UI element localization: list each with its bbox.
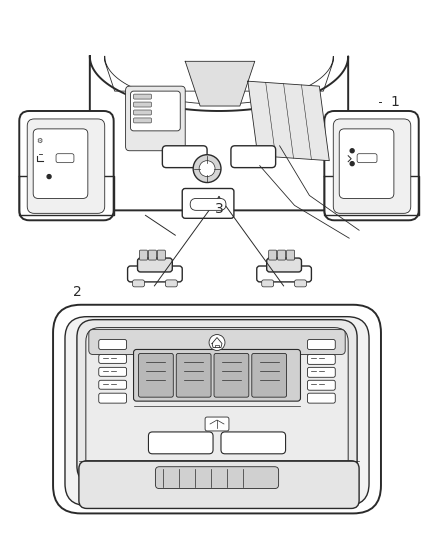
Text: 1: 1 bbox=[391, 95, 400, 109]
FancyBboxPatch shape bbox=[324, 111, 419, 220]
Circle shape bbox=[209, 335, 225, 351]
Polygon shape bbox=[19, 175, 114, 215]
FancyBboxPatch shape bbox=[182, 189, 234, 219]
FancyBboxPatch shape bbox=[127, 266, 182, 282]
Circle shape bbox=[47, 175, 51, 179]
FancyBboxPatch shape bbox=[131, 91, 180, 131]
FancyBboxPatch shape bbox=[79, 461, 359, 508]
Text: 2: 2 bbox=[73, 285, 82, 299]
FancyBboxPatch shape bbox=[140, 250, 148, 260]
FancyBboxPatch shape bbox=[134, 350, 300, 401]
FancyBboxPatch shape bbox=[307, 393, 335, 403]
FancyBboxPatch shape bbox=[307, 380, 335, 390]
FancyBboxPatch shape bbox=[205, 417, 229, 431]
FancyBboxPatch shape bbox=[27, 119, 105, 213]
FancyBboxPatch shape bbox=[99, 340, 127, 350]
FancyBboxPatch shape bbox=[56, 154, 74, 163]
FancyBboxPatch shape bbox=[99, 367, 127, 376]
FancyBboxPatch shape bbox=[134, 118, 152, 123]
FancyBboxPatch shape bbox=[138, 353, 173, 397]
FancyBboxPatch shape bbox=[307, 340, 335, 350]
FancyBboxPatch shape bbox=[221, 432, 286, 454]
FancyBboxPatch shape bbox=[267, 258, 301, 272]
FancyBboxPatch shape bbox=[157, 250, 165, 260]
FancyBboxPatch shape bbox=[214, 353, 249, 397]
FancyBboxPatch shape bbox=[89, 329, 345, 354]
FancyBboxPatch shape bbox=[33, 129, 88, 198]
FancyBboxPatch shape bbox=[53, 305, 381, 513]
FancyBboxPatch shape bbox=[357, 154, 377, 163]
Circle shape bbox=[350, 161, 354, 166]
FancyBboxPatch shape bbox=[134, 94, 152, 99]
FancyBboxPatch shape bbox=[176, 353, 211, 397]
FancyBboxPatch shape bbox=[134, 102, 152, 107]
FancyBboxPatch shape bbox=[99, 380, 127, 389]
FancyBboxPatch shape bbox=[86, 328, 348, 479]
FancyBboxPatch shape bbox=[99, 393, 127, 403]
FancyBboxPatch shape bbox=[19, 111, 114, 220]
FancyBboxPatch shape bbox=[155, 467, 279, 489]
FancyBboxPatch shape bbox=[307, 354, 335, 365]
FancyBboxPatch shape bbox=[339, 129, 394, 198]
FancyBboxPatch shape bbox=[262, 280, 274, 287]
FancyBboxPatch shape bbox=[138, 258, 172, 272]
Circle shape bbox=[350, 149, 354, 153]
FancyBboxPatch shape bbox=[257, 266, 311, 282]
FancyBboxPatch shape bbox=[252, 353, 286, 397]
FancyBboxPatch shape bbox=[268, 250, 277, 260]
FancyBboxPatch shape bbox=[278, 250, 286, 260]
FancyBboxPatch shape bbox=[134, 110, 152, 115]
FancyBboxPatch shape bbox=[333, 119, 411, 213]
FancyBboxPatch shape bbox=[126, 86, 185, 151]
Polygon shape bbox=[248, 81, 329, 160]
FancyBboxPatch shape bbox=[162, 146, 207, 168]
Circle shape bbox=[205, 201, 211, 206]
FancyBboxPatch shape bbox=[286, 250, 294, 260]
FancyBboxPatch shape bbox=[307, 367, 335, 377]
FancyBboxPatch shape bbox=[65, 317, 369, 505]
FancyBboxPatch shape bbox=[77, 320, 357, 483]
FancyBboxPatch shape bbox=[190, 198, 226, 211]
FancyBboxPatch shape bbox=[294, 280, 307, 287]
FancyBboxPatch shape bbox=[231, 146, 276, 168]
FancyBboxPatch shape bbox=[148, 432, 213, 454]
FancyBboxPatch shape bbox=[165, 280, 177, 287]
Polygon shape bbox=[185, 61, 255, 106]
Text: 3: 3 bbox=[215, 201, 223, 215]
Circle shape bbox=[199, 160, 215, 176]
Circle shape bbox=[193, 155, 221, 182]
Polygon shape bbox=[324, 175, 419, 215]
FancyBboxPatch shape bbox=[133, 280, 145, 287]
FancyBboxPatch shape bbox=[148, 250, 156, 260]
FancyBboxPatch shape bbox=[99, 354, 127, 364]
Text: ⚙: ⚙ bbox=[36, 138, 42, 144]
Polygon shape bbox=[90, 56, 348, 211]
